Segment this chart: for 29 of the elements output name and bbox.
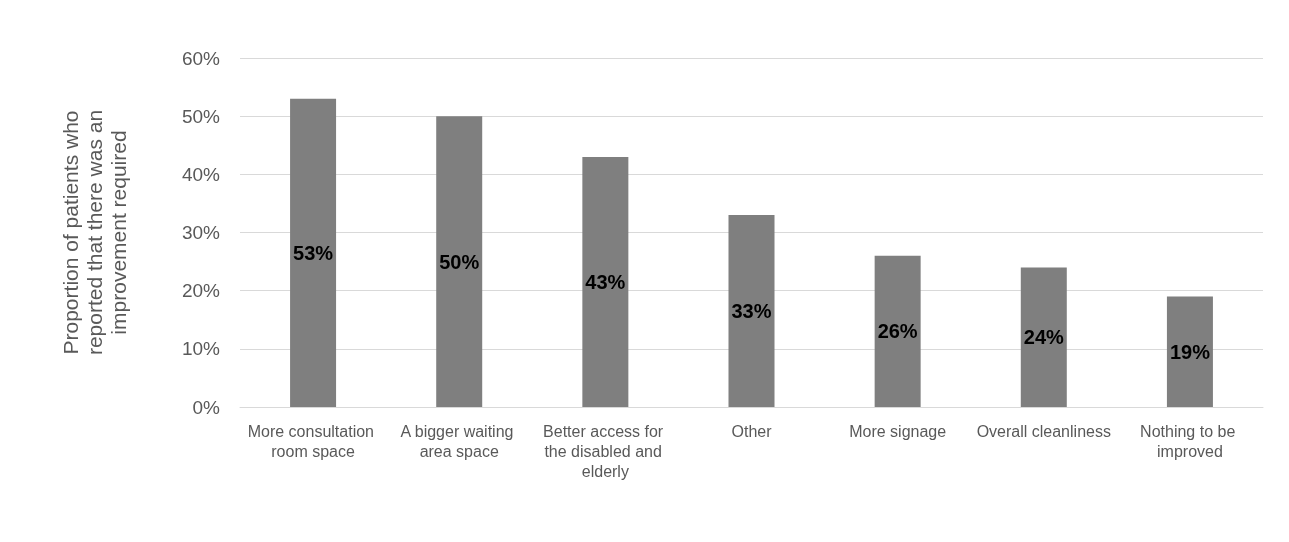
- data-label: 24%: [1023, 326, 1065, 349]
- data-label: 33%: [731, 300, 772, 323]
- bar: [728, 215, 775, 407]
- y-tick-label: 50%: [181, 105, 221, 127]
- y-tick-label: 40%: [181, 163, 221, 185]
- bar: [582, 156, 629, 407]
- bar: [1020, 267, 1067, 407]
- x-tick-label: Overall cleanliness: [976, 422, 1111, 440]
- y-axis-title: Proportion of patients who reported that there was an improvement required: [58, 109, 130, 356]
- y-tick-label: 20%: [181, 280, 221, 302]
- y-tick-label: 30%: [181, 222, 221, 243]
- bar: [290, 98, 337, 407]
- x-tick-label: Other: [731, 422, 773, 440]
- x-tick-label: More signage: [849, 422, 947, 440]
- x-tick-label: Better access for the disabled and elderly: [543, 422, 668, 480]
- x-tick-label: Nothing to be improved: [1140, 422, 1240, 460]
- data-label: 19%: [1169, 340, 1211, 363]
- bar: [436, 116, 483, 407]
- data-label: 53%: [293, 241, 334, 264]
- data-label: 50%: [439, 250, 480, 273]
- y-tick-label: 0%: [192, 396, 221, 418]
- data-label: 26%: [877, 320, 918, 343]
- bar: [1166, 296, 1213, 407]
- bar: [874, 255, 921, 407]
- data-label: 43%: [585, 270, 626, 293]
- x-tick-label: A bigger waiting area space: [400, 422, 518, 460]
- y-tick-label: 60%: [181, 47, 221, 69]
- x-tick-label: More consultation room space: [247, 422, 379, 460]
- y-tick-label: 10%: [181, 338, 221, 360]
